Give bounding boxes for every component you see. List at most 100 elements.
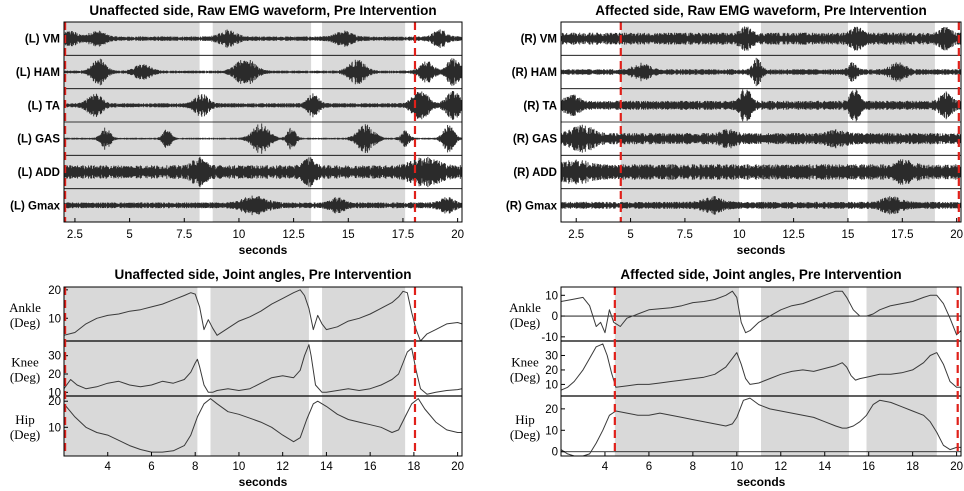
x-axis-ticks: 2.5 5 7.5 10 12.5 15 17.5 20 xyxy=(67,218,464,241)
axes-frame xyxy=(560,21,962,223)
red-markers xyxy=(63,287,417,456)
axes-frame xyxy=(63,21,463,223)
panel-label-unit: (Deg) xyxy=(510,315,540,330)
emg-trace xyxy=(561,159,961,185)
x-tick-label: 12.5 xyxy=(782,229,804,241)
row-labels: (R) VM (R) HAM (R) TA (R) GAS (R) ADD (R… xyxy=(506,34,558,213)
panel-label-unit: (Deg) xyxy=(510,427,540,442)
x-tick-label: 10 xyxy=(233,229,246,241)
y-axis-ticks: 10 20 10 20 30 10 20 xyxy=(48,285,61,434)
panel-labels: Ankle (Deg) Knee (Deg) Hip (Deg) xyxy=(9,300,41,442)
red-markers xyxy=(619,22,960,222)
x-tick-label: 15 xyxy=(342,229,355,241)
y-tick-label: 30 xyxy=(545,350,558,362)
x-axis-ticks: 4 6 8 10 12 14 16 18 20 xyxy=(602,452,963,473)
x-axis-ticks: 2.5 5 7.5 10 12.5 15 17.5 20 xyxy=(568,218,963,241)
stance-shading xyxy=(210,287,309,456)
y-tick-label: 0 xyxy=(552,447,558,459)
panel-label: Knee xyxy=(11,355,39,370)
panel-label: Hip xyxy=(515,412,535,427)
y-tick-label: 10 xyxy=(545,379,558,391)
stance-shading xyxy=(866,287,937,456)
chart-title: Unaffected side, Raw EMG waveform, Pre I… xyxy=(89,3,436,18)
chart-emg-unaffected: Unaffected side, Raw EMG waveform, Pre I… xyxy=(10,3,464,257)
joint-angle-curve xyxy=(64,398,462,453)
axes-frame xyxy=(560,286,962,457)
row-label: (L) VM xyxy=(25,34,60,46)
joint-angle-curve xyxy=(64,344,462,395)
panel-label-unit: (Deg) xyxy=(10,370,40,385)
x-tick-label: 6 xyxy=(148,461,154,473)
y-tick-label: 20 xyxy=(545,404,558,416)
panel-label: Knee xyxy=(511,355,539,370)
y-tick-label: 0 xyxy=(552,311,558,323)
x-tick-label: 7.5 xyxy=(176,229,192,241)
x-tick-label: 5 xyxy=(126,229,132,241)
x-tick-label: 2.5 xyxy=(67,229,83,241)
y-tick-label: 10 xyxy=(48,422,61,434)
chart-emg-affected: Affected side, Raw EMG waveform, Pre Int… xyxy=(506,3,963,257)
x-tick-label: 10 xyxy=(733,229,746,241)
joint-angle-curve xyxy=(561,290,961,336)
x-tick-label: 4 xyxy=(105,461,112,473)
angle-curves xyxy=(64,289,462,453)
emg-trace xyxy=(64,156,462,188)
row-label: (L) Gmax xyxy=(10,200,60,212)
y-tick-label: 20 xyxy=(545,365,558,377)
axes-frame xyxy=(63,286,463,457)
row-separators xyxy=(561,54,961,190)
x-tick-label: 16 xyxy=(364,461,377,473)
y-tick-label: 20 xyxy=(48,396,61,408)
y-tick-label: 20 xyxy=(48,285,61,297)
x-tick-label: 7.5 xyxy=(677,229,693,241)
stance-shading xyxy=(64,287,198,456)
row-label: (L) ADD xyxy=(18,167,60,179)
chart-title: Unaffected side, Joint angles, Pre Inter… xyxy=(114,267,411,282)
row-label: (R) VM xyxy=(521,34,557,46)
emg-trace xyxy=(561,26,961,51)
y-tick-label: 10 xyxy=(545,425,558,437)
emg-trace xyxy=(561,57,961,87)
row-label: (R) GAS xyxy=(513,134,557,146)
row-label: (L) TA xyxy=(28,100,60,112)
x-tick-label: 18 xyxy=(407,461,420,473)
x-tick-label: 16 xyxy=(862,461,875,473)
emg-trace xyxy=(64,91,462,120)
row-label: (L) HAM xyxy=(16,67,60,79)
x-tick-label: 12 xyxy=(774,461,787,473)
panel-separators xyxy=(561,294,961,453)
y-tick-label: 10 xyxy=(48,313,61,325)
emg-trace xyxy=(64,29,462,48)
panel-label: Ankle xyxy=(509,300,541,315)
emg-trace xyxy=(561,89,961,122)
row-label: (L) GAS xyxy=(17,134,60,146)
x-tick-label: 10 xyxy=(730,461,743,473)
x-axis-ticks: 4 6 8 10 12 14 16 18 20 xyxy=(105,452,464,473)
emg-trace xyxy=(561,196,961,215)
x-tick-label: 2.5 xyxy=(568,229,584,241)
x-tick-label: 20 xyxy=(950,461,963,473)
emg-trace xyxy=(64,195,462,216)
panel-label: Ankle xyxy=(9,300,41,315)
x-tick-label: 12.5 xyxy=(282,229,304,241)
chart-title: Affected side, Raw EMG waveform, Pre Int… xyxy=(595,3,927,18)
emg-trace xyxy=(561,124,961,153)
emg-signals xyxy=(64,29,462,216)
y-tick-label: 30 xyxy=(48,351,61,363)
joint-angle-curve xyxy=(561,343,961,391)
panel-label-unit: (Deg) xyxy=(510,370,540,385)
joint-angle-curve xyxy=(64,289,462,342)
x-tick-label: 8 xyxy=(690,461,696,473)
x-tick-label: 20 xyxy=(451,229,464,241)
emg-signals xyxy=(561,26,961,215)
x-tick-label: 18 xyxy=(906,461,919,473)
row-label: (R) ADD xyxy=(513,167,557,179)
row-label: (R) Gmax xyxy=(506,200,558,212)
stance-shading xyxy=(322,287,406,456)
chart-angles-unaffected: Unaffected side, Joint angles, Pre Inter… xyxy=(9,267,464,489)
emg-trace xyxy=(64,58,462,86)
stance-shading-group xyxy=(64,287,406,456)
x-tick-label: 17.5 xyxy=(891,229,913,241)
x-axis-label: seconds xyxy=(737,475,786,489)
